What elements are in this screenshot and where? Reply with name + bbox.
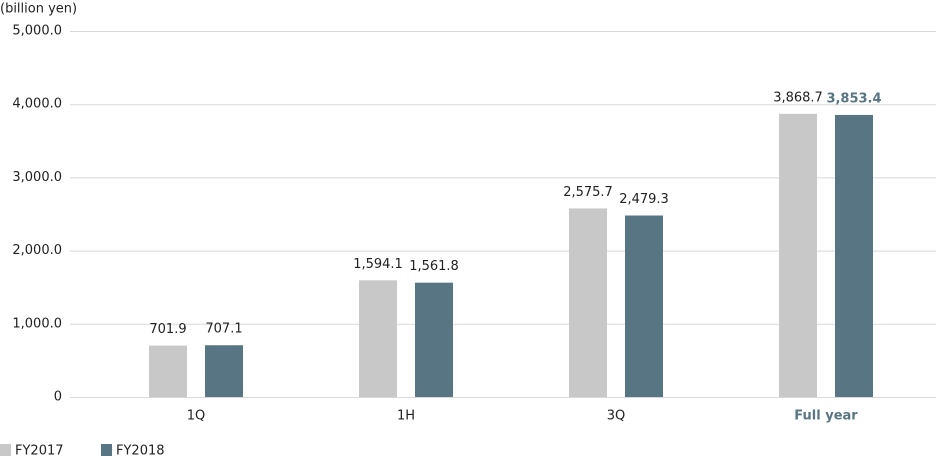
bar bbox=[205, 345, 243, 397]
bar bbox=[625, 215, 663, 397]
legend-swatch bbox=[101, 444, 112, 456]
x-tick-label: 1H bbox=[397, 409, 415, 424]
value-label: 3,853.4 bbox=[826, 91, 881, 106]
value-label: 1,561.8 bbox=[409, 259, 459, 274]
y-tick-label: 0 bbox=[54, 390, 62, 405]
bar bbox=[415, 282, 453, 397]
value-label: 2,479.3 bbox=[619, 192, 669, 207]
y-tick-label: 4,000.0 bbox=[12, 97, 62, 112]
bar bbox=[779, 113, 817, 397]
value-label: 1,594.1 bbox=[353, 257, 403, 272]
bar bbox=[359, 280, 397, 397]
y-tick-label: 2,000.0 bbox=[12, 243, 62, 258]
legend-label: FY2017 bbox=[15, 444, 64, 456]
bar bbox=[149, 345, 187, 397]
value-label: 3,868.7 bbox=[773, 90, 823, 105]
legend-swatch bbox=[0, 444, 11, 456]
bar bbox=[835, 114, 873, 397]
value-label: 707.1 bbox=[205, 322, 242, 337]
x-tick-label: 3Q bbox=[607, 409, 626, 424]
y-axis-label: (billion yen) bbox=[0, 2, 77, 17]
value-label: 2,575.7 bbox=[563, 185, 613, 200]
y-tick-label: 3,000.0 bbox=[12, 170, 62, 185]
y-tick-label: 5,000.0 bbox=[12, 24, 62, 39]
x-tick-label: Full year bbox=[794, 409, 858, 424]
y-tick-label: 1,000.0 bbox=[12, 316, 62, 331]
x-tick-label: 1Q bbox=[187, 409, 206, 424]
value-label: 701.9 bbox=[149, 322, 186, 337]
legend-label: FY2018 bbox=[116, 444, 165, 456]
bar bbox=[569, 208, 607, 397]
